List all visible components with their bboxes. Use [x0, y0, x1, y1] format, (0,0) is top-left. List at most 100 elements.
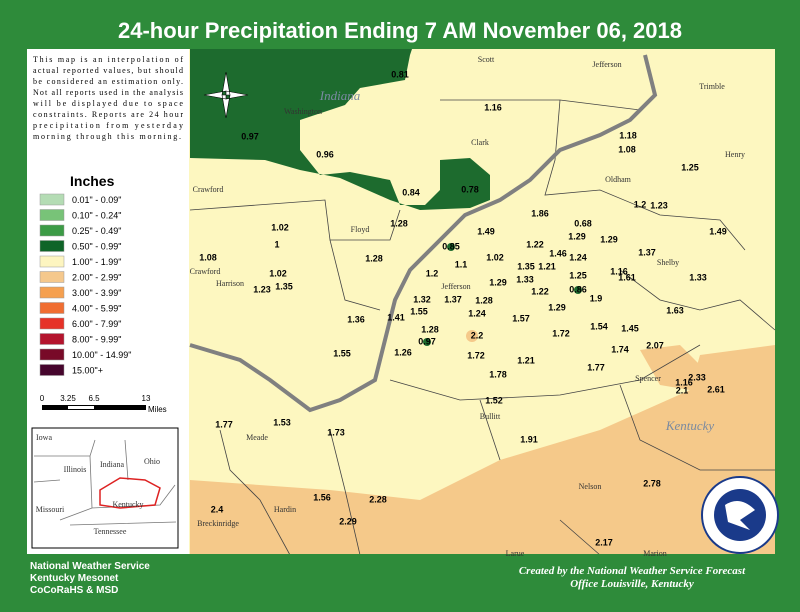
precip-value: 1.28 — [421, 324, 439, 334]
legend-swatch — [39, 209, 65, 221]
precip-value: 2.61 — [707, 384, 725, 394]
precip-value: 1.18 — [619, 130, 637, 140]
legend-swatch — [39, 364, 65, 376]
legend-label: 6.00" - 7.99" — [72, 319, 121, 329]
legend-title: Inches — [70, 173, 115, 189]
county-lines — [189, 99, 776, 556]
north-arrow — [203, 71, 249, 119]
precip-value: 2.33 — [688, 372, 706, 382]
precip-value: 1.24 — [569, 252, 587, 262]
county-label: Scott — [478, 55, 495, 64]
precip-value: 2.29 — [339, 516, 357, 526]
precip-value: 1.9 — [590, 293, 603, 303]
disclaimer-line: will be displayed due to space — [33, 99, 183, 108]
precip-value: 1.16 — [484, 102, 502, 112]
county-label: Clark — [471, 138, 489, 147]
precip-value: 0.84 — [402, 187, 420, 197]
precip-value: 1.2 — [426, 268, 439, 278]
precip-value: 1.72 — [552, 328, 570, 338]
green-area — [190, 55, 490, 210]
county-label: Floyd — [351, 225, 370, 234]
precip-value: 1.86 — [531, 208, 549, 218]
precip-value: 0.96 — [316, 149, 334, 159]
precip-value: 1.16 — [610, 266, 628, 276]
precip-value: 1.41 — [387, 312, 405, 322]
legend-swatch — [39, 333, 65, 345]
river — [189, 54, 658, 413]
precip-value: 1.28 — [390, 218, 408, 228]
precip-value: 1.33 — [689, 272, 707, 282]
precip-value: 0.81 — [391, 69, 409, 79]
footer-left: CoCoRaHS & MSD — [30, 585, 118, 596]
disclaimer-line: actual reported values, but should — [33, 66, 183, 75]
precip-value: 0.85 — [442, 241, 460, 251]
legend-swatch — [39, 317, 65, 330]
precip-value: 1.22 — [526, 239, 544, 249]
precip-value: 1.73 — [327, 427, 345, 437]
precip-value: 1.33 — [516, 274, 534, 284]
nws-logo — [701, 476, 779, 554]
precip-value: 1.28 — [365, 253, 383, 263]
precip-value: 1.29 — [489, 277, 507, 287]
footer-right: Created by the National Weather Service … — [519, 565, 746, 577]
legend-label: 0.01" - 0.09" — [72, 195, 121, 205]
inset-label: Tennessee — [94, 527, 127, 536]
title: 24-hour Precipitation Ending 7 AM Novemb… — [118, 18, 682, 43]
inset-label: Ohio — [144, 457, 160, 466]
station-dot — [447, 243, 455, 251]
legend-swatch — [39, 193, 65, 206]
precip-value: 1.35 — [275, 281, 293, 291]
precip-value: 2.1 — [676, 385, 689, 395]
precip-value: 1.56 — [313, 492, 331, 502]
station-dot — [466, 330, 478, 342]
precip-value: 1.28 — [475, 295, 493, 305]
county-label: Marion — [643, 549, 667, 558]
inset-label: Missouri — [36, 505, 65, 514]
precip-value: 1.16 — [675, 377, 693, 387]
scale-label: 3.25 — [60, 394, 76, 403]
precip-value: 1.22 — [531, 286, 549, 296]
legend-label: 4.00" - 5.99" — [72, 304, 121, 314]
precip-value: 1.78 — [489, 369, 507, 379]
precip-value: 0.78 — [461, 184, 479, 194]
tan-area — [640, 345, 700, 390]
precip-value: 1.02 — [271, 222, 289, 232]
scale-bar — [68, 406, 94, 409]
county-label: Harrison — [216, 279, 244, 288]
inset-label: Indiana — [100, 460, 124, 469]
legend-label: 2.00" - 2.99" — [72, 273, 121, 283]
precip-value: 0.97 — [241, 131, 259, 141]
inset-label: Iowa — [36, 433, 52, 442]
legend-label: 8.00" - 9.99" — [72, 335, 121, 345]
disclaimer-line: be considered an estimation only. — [33, 77, 183, 86]
county-label: Meade — [246, 433, 268, 442]
precip-value: 1.23 — [253, 284, 271, 294]
county-label: Oldham — [605, 175, 632, 184]
precip-value: 1.53 — [273, 417, 291, 427]
county-label: Bullitt — [480, 412, 501, 421]
scale-unit: Miles — [148, 405, 167, 414]
tan-area — [190, 345, 775, 555]
county-label: Jefferson — [441, 282, 470, 291]
precip-value: 1.29 — [600, 234, 618, 244]
precip-value: 1.32 — [413, 294, 431, 304]
scale-label: 0 — [40, 394, 45, 403]
legend-label: 0.50" - 0.99" — [72, 242, 121, 252]
precip-value: 1.37 — [638, 247, 656, 257]
precip-value: 2.07 — [646, 340, 664, 350]
precip-value: 1.23 — [650, 200, 668, 210]
precip-value: 1.52 — [485, 395, 503, 405]
legend-label: 0.10" - 0.24" — [72, 211, 121, 221]
legend-label: 15.00"+ — [72, 366, 103, 376]
precip-value: 1.25 — [569, 270, 587, 280]
green-area — [190, 49, 412, 55]
precip-value: 1.26 — [394, 347, 412, 357]
disclaimer-line: morning through this morning. — [33, 132, 181, 141]
precip-value: 0.97 — [418, 336, 436, 346]
precip-value: 1.72 — [467, 350, 485, 360]
map — [189, 49, 776, 556]
county-label: Trimble — [699, 82, 725, 91]
county-label: Hardin — [274, 505, 296, 514]
precip-value: 1.49 — [477, 226, 495, 236]
